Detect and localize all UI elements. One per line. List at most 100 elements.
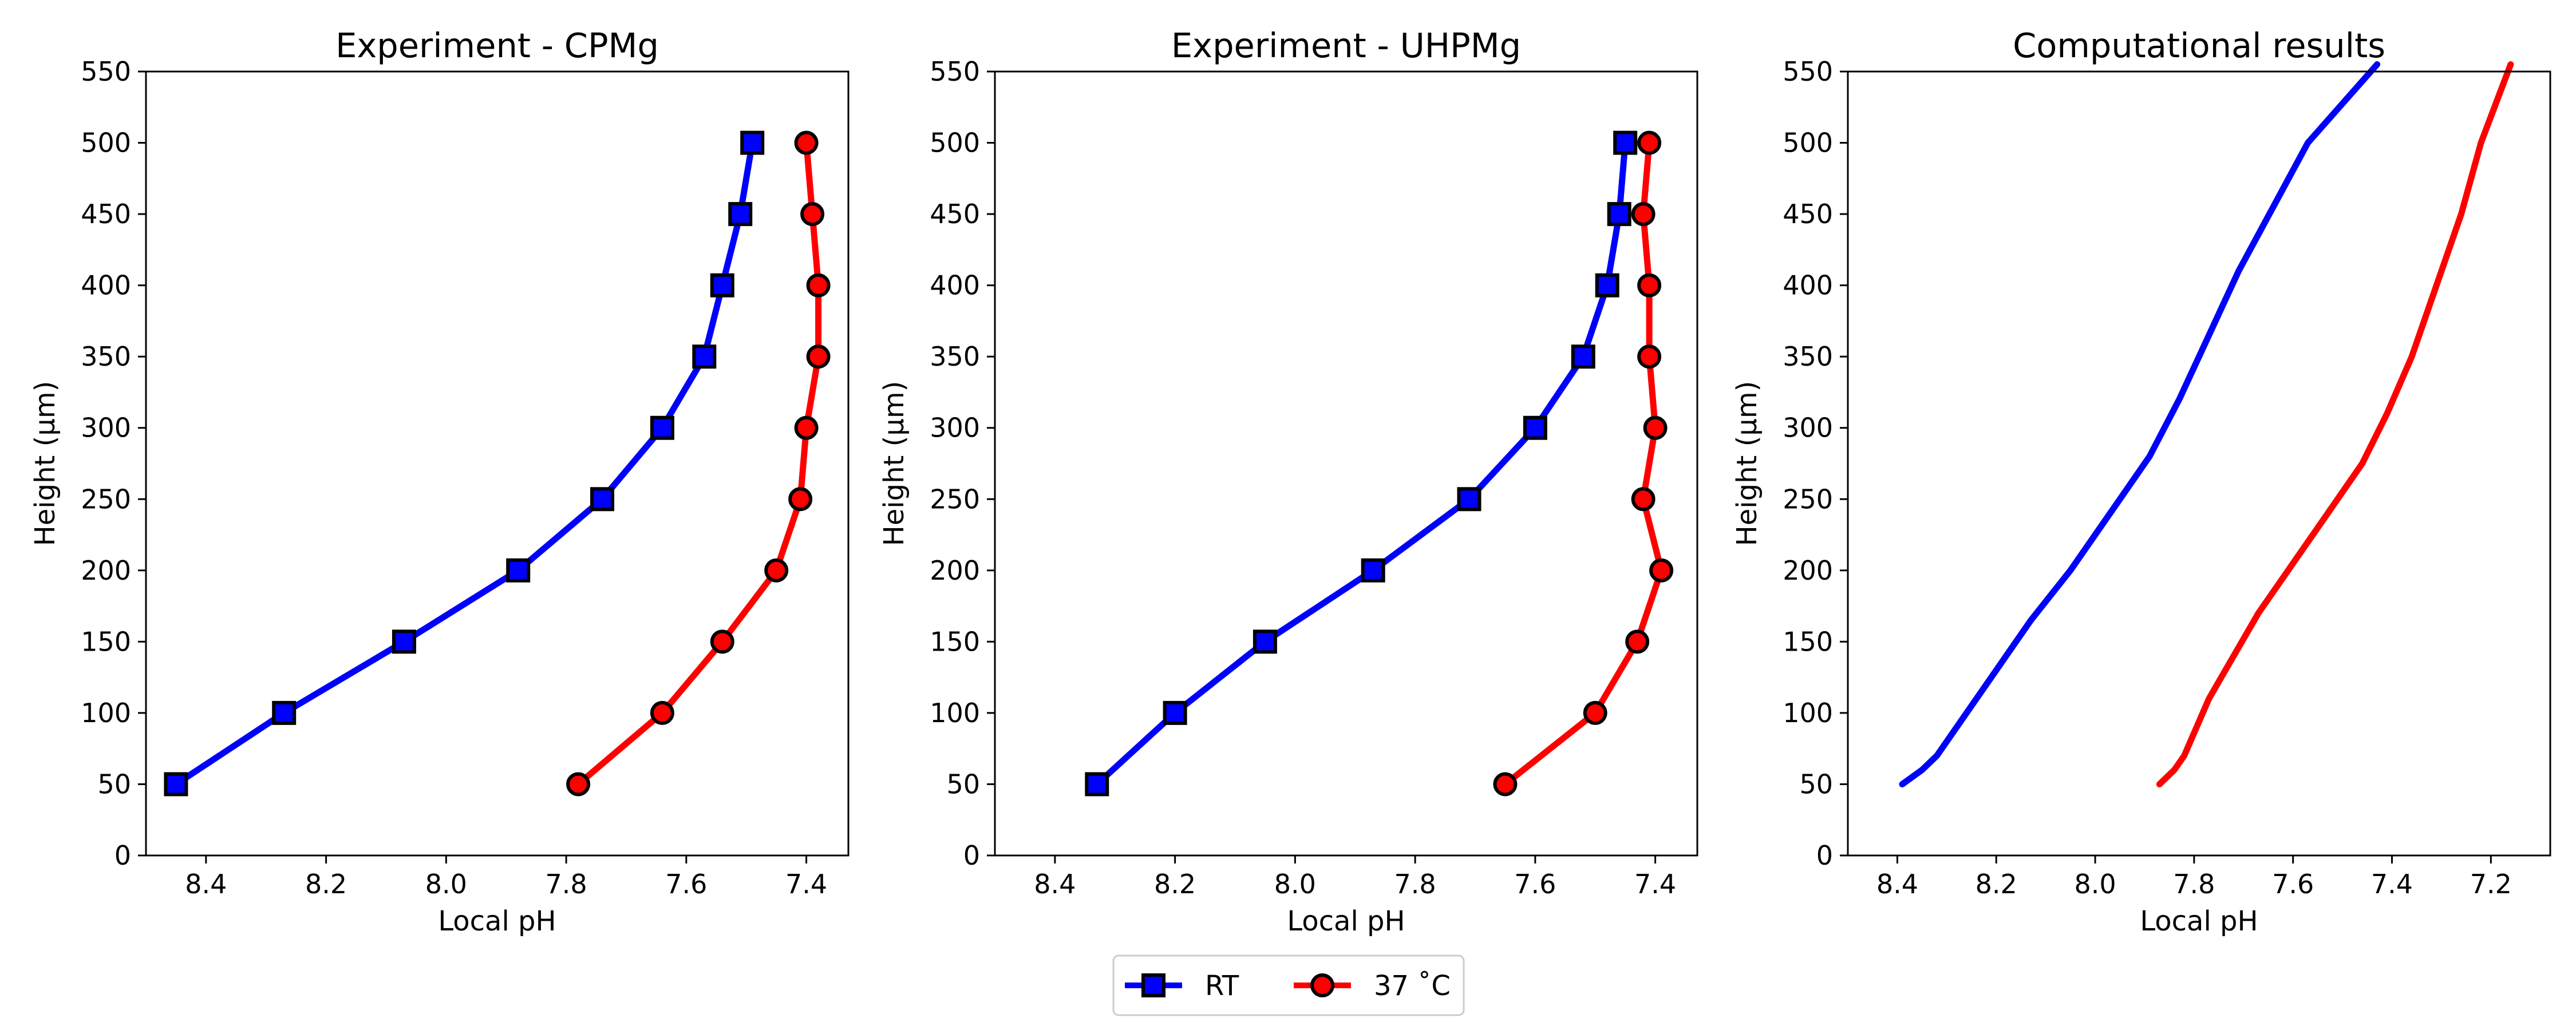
y-tick-label: 550: [930, 56, 980, 87]
x-tick-label: 8.4: [1034, 869, 1076, 900]
data-point-37-c-3: [710, 629, 734, 654]
series-line-rt: [1899, 61, 2381, 787]
legend-marker-37c: [1310, 973, 1334, 997]
y-tick-label: 0: [114, 840, 131, 871]
data-point-37-c-8: [806, 273, 831, 298]
y-tick-label: 500: [1783, 128, 1833, 159]
y-tick-label: 150: [1783, 626, 1833, 657]
legend-frame: [1112, 954, 1465, 1016]
y-tick-label: 200: [1783, 555, 1833, 586]
data-point-37-c-1: [1493, 772, 1518, 797]
series-line-rt: [1093, 140, 1629, 787]
data-point-rt-4: [1361, 558, 1385, 583]
chart-panel-2: 8.4 8.2 8.0 7.8 7.6 7.4 0 50 100 150 200 250 300 350 4…: [878, 26, 1698, 937]
y-tick-label: 500: [81, 128, 131, 159]
series-line-37-c: [2156, 61, 2514, 787]
y-axis-label: Height (μm): [1731, 381, 1763, 546]
x-tick-label: 7.4: [2371, 869, 2413, 900]
y-tick-label: 450: [1783, 199, 1833, 229]
y-tick-label: 150: [81, 626, 131, 657]
data-point-37-c-10: [794, 130, 819, 155]
x-tick-label: 8.4: [185, 869, 227, 900]
x-tick-label: 7.6: [665, 869, 707, 900]
x-tick-label: 8.2: [305, 869, 347, 900]
y-tick-label: 100: [1783, 698, 1833, 728]
data-point-rt-9: [728, 202, 753, 227]
x-tick-label: 8.4: [1876, 869, 1918, 900]
y-tick-label: 0: [963, 840, 980, 871]
data-point-37-c-2: [1583, 700, 1607, 725]
y-tick-label: 250: [930, 484, 980, 514]
x-tick-label: 7.6: [2272, 869, 2314, 900]
data-point-37-c-9: [1631, 202, 1656, 227]
data-point-rt-10: [740, 130, 765, 155]
y-tick-label: 300: [81, 413, 131, 443]
x-tick-label: 7.8: [2173, 869, 2215, 900]
y-tick-label: 200: [930, 555, 980, 586]
y-tick-label: 50: [946, 768, 980, 799]
data-point-rt-2: [1163, 700, 1187, 725]
chart-panel-3: 8.4 8.2 8.0 7.8 7.6 7.4 7.2 0 50 100 150 200 250 300 3…: [1731, 26, 2551, 937]
legend-marker-rt: [1141, 973, 1165, 997]
series-line-rt: [172, 140, 756, 787]
plot-frame: [994, 70, 1698, 857]
series-line-37-c: [1502, 140, 1665, 787]
data-point-rt-10: [1613, 130, 1638, 155]
data-point-rt-1: [164, 772, 188, 797]
x-tick-label: 8.0: [425, 869, 467, 900]
y-tick-label: 300: [930, 413, 980, 443]
data-point-37-c-4: [1649, 558, 1674, 583]
y-tick-label: 500: [930, 128, 980, 159]
data-point-rt-4: [506, 558, 531, 583]
y-tick-label: 250: [81, 484, 131, 514]
data-point-rt-6: [1523, 415, 1547, 440]
data-point-37-c-3: [1625, 629, 1650, 654]
chart-panel-1: 8.4 8.2 8.0 7.8 7.6 7.4 0 50 100 150 200 250 300 350 4…: [29, 26, 850, 937]
y-tick-label: 400: [1783, 270, 1833, 301]
x-tick-label: 8.0: [2074, 869, 2116, 900]
y-tick-label: 150: [930, 626, 980, 657]
y-tick-label: 50: [97, 768, 131, 799]
y-tick-label: 50: [1799, 768, 1833, 799]
y-tick-label: 300: [1783, 413, 1833, 443]
data-point-rt-6: [650, 415, 674, 440]
y-tick-label: 350: [81, 341, 131, 372]
data-point-37-c-10: [1637, 130, 1662, 155]
data-point-rt-1: [1085, 772, 1109, 797]
y-tick-label: 350: [1783, 341, 1833, 372]
plot-frame: [145, 70, 850, 857]
data-point-rt-9: [1607, 202, 1631, 227]
data-point-37-c-6: [794, 415, 819, 440]
legend: RT 37 ˚C: [1112, 954, 1465, 1016]
data-point-rt-3: [392, 629, 416, 654]
legend-entry-rt: RT: [1125, 970, 1239, 1002]
y-axis-label: Height (μm): [878, 381, 910, 546]
x-tick-label: 8.2: [1976, 869, 2017, 900]
data-point-37-c-5: [1631, 487, 1656, 512]
x-tick-label: 7.8: [546, 869, 587, 900]
data-point-37-c-7: [806, 344, 831, 369]
y-tick-label: 450: [81, 199, 131, 229]
x-tick-label: 7.8: [1394, 869, 1436, 900]
x-tick-label: 8.2: [1154, 869, 1196, 900]
data-point-rt-7: [692, 344, 717, 369]
legend-label-rt: RT: [1205, 970, 1239, 1002]
x-axis-label: Local pH: [1287, 905, 1405, 937]
x-axis-label: Local pH: [438, 905, 556, 937]
legend-label-37c: 37 ˚C: [1374, 970, 1451, 1002]
series-line-37-c: [575, 140, 822, 787]
y-tick-label: 100: [930, 698, 980, 728]
x-tick-label: 7.2: [2470, 869, 2512, 900]
data-point-37-c-5: [788, 487, 813, 512]
y-tick-label: 100: [81, 698, 131, 728]
data-point-rt-8: [710, 273, 734, 298]
chart-title: Computational results: [2013, 26, 2385, 65]
plot-frame: [1847, 70, 2551, 857]
data-point-37-c-9: [800, 202, 825, 227]
x-axis-label: Local pH: [2140, 905, 2258, 937]
y-tick-label: 450: [930, 199, 980, 229]
legend-entry-37c: 37 ˚C: [1294, 970, 1451, 1002]
data-point-37-c-7: [1637, 344, 1662, 369]
y-tick-label: 200: [81, 555, 131, 586]
x-tick-label: 8.0: [1274, 869, 1316, 900]
